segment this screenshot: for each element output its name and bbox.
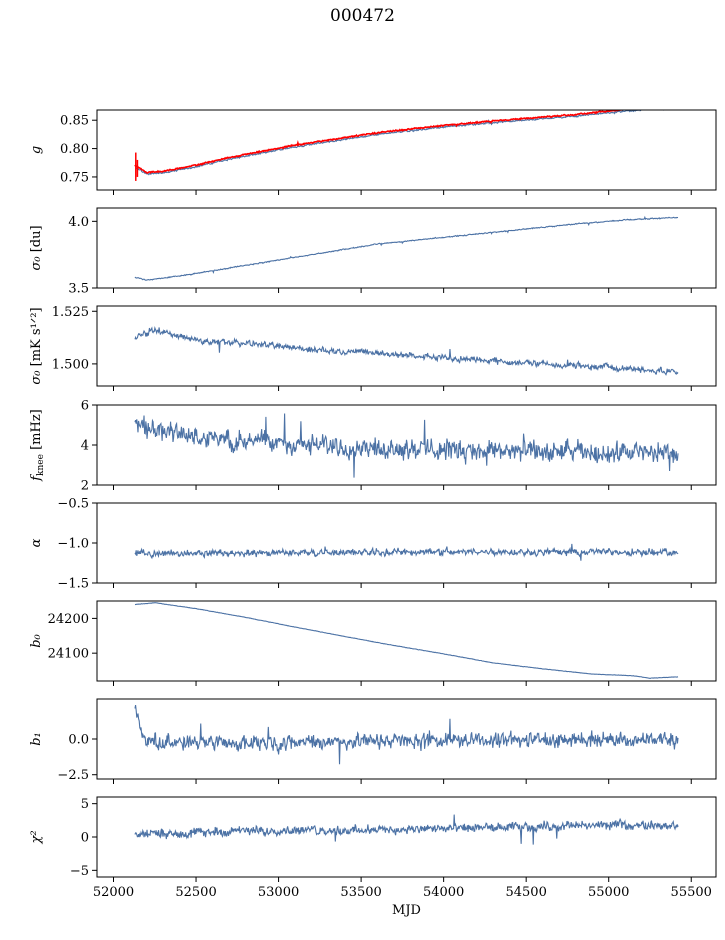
ylabel-sigma0_mk: σ₀ [mK s¹ᐟ²]	[29, 307, 44, 384]
ytick-label-b1-1: 0.0	[68, 733, 89, 748]
panel-b1: −2.5 0.0 b₁	[29, 698, 717, 784]
axes-frame-b0	[96, 600, 717, 682]
series-line-b1-0	[134, 704, 679, 765]
ytick-label-sigma0-0: 3.5	[68, 282, 89, 297]
ytick-label-sigma0_mk-0: 1.500	[52, 357, 89, 372]
series-line-fknee-0	[134, 413, 679, 478]
ytick-label-b0-0: 24100	[48, 647, 89, 662]
ytick-label-chi2-1: 0	[81, 831, 89, 846]
ytick-label-alpha-2: −0.5	[57, 497, 89, 512]
xlabel: MJD	[392, 903, 421, 918]
series-line-sigma0-0	[134, 215, 679, 281]
ytick-label-sigma0_mk-1: 1.525	[52, 305, 89, 320]
panel-fknee: 2 4 6 fknee [mHz]	[29, 399, 717, 494]
xtick-label-1: 52500	[175, 885, 216, 900]
ytick-label-fknee-0: 2	[81, 479, 89, 494]
panel-alpha: −1.5 −1.0 −0.5 α	[29, 497, 717, 592]
series-line-chi2-0	[134, 814, 679, 845]
axes-frame-sigma0_mk	[96, 305, 717, 387]
panel-sigma0_mk: 1.500 1.525 σ₀ [mK s¹ᐟ²]	[29, 305, 717, 391]
xtick-label-0: 52000	[93, 885, 134, 900]
ytick-label-sigma0-1: 4.0	[68, 215, 89, 230]
xtick-label-5: 54500	[505, 885, 546, 900]
ytick-label-b1-0: −2.5	[57, 768, 89, 783]
ytick-label-fknee-1: 4	[81, 439, 89, 454]
ytick-label-g-2: 0.85	[60, 114, 89, 129]
axes-frame-chi2	[96, 796, 717, 878]
ylabel-b1: b₁	[29, 732, 44, 746]
series-line-b0-0	[134, 602, 679, 679]
ylabel-g: g	[29, 146, 44, 154]
panel-b0: 24100 24200 b₀	[29, 600, 717, 686]
xtick-label-2: 53000	[258, 885, 299, 900]
axes-frame-g	[96, 109, 717, 191]
ylabel-b0: b₀	[29, 633, 44, 647]
ylabel-sigma0: σ₀ [du]	[29, 225, 44, 270]
axes-frame-alpha	[96, 502, 717, 584]
xtick-label-7: 55500	[671, 885, 712, 900]
series-line-sigma0_mk-0	[134, 326, 679, 376]
xtick-label-3: 53500	[340, 885, 381, 900]
ytick-label-b0-1: 24200	[48, 612, 89, 627]
xtick-label-4: 54000	[423, 885, 464, 900]
ytick-label-g-0: 0.75	[60, 170, 89, 185]
xtick-label-6: 55000	[588, 885, 629, 900]
axes-frame-sigma0	[96, 207, 717, 289]
ylabel-chi2: χ²	[29, 830, 44, 844]
ytick-label-g-1: 0.80	[60, 142, 89, 157]
figure-title: 000472	[330, 6, 395, 26]
ytick-label-fknee-2: 6	[81, 399, 89, 414]
ytick-label-alpha-0: −1.5	[57, 577, 89, 592]
panel-sigma0: 3.5 4.0 σ₀ [du]	[29, 207, 717, 297]
panel-g: 0.75 0.80 0.85 g	[29, 109, 717, 195]
panel-chi2: −5 0 5 52000 52500 53000 53500 54000 54500 55000 5…	[29, 796, 717, 918]
ylabel-fknee: fknee [mHz]	[29, 409, 46, 482]
series-line-g-0	[134, 110, 664, 176]
ytick-label-chi2-0: −5	[70, 864, 89, 879]
ytick-label-chi2-2: 5	[81, 797, 89, 812]
ytick-label-alpha-1: −1.0	[57, 537, 89, 552]
series-line-alpha-0	[134, 543, 679, 561]
series-line-g-1	[134, 110, 632, 175]
ylabel-alpha: α	[29, 538, 44, 547]
